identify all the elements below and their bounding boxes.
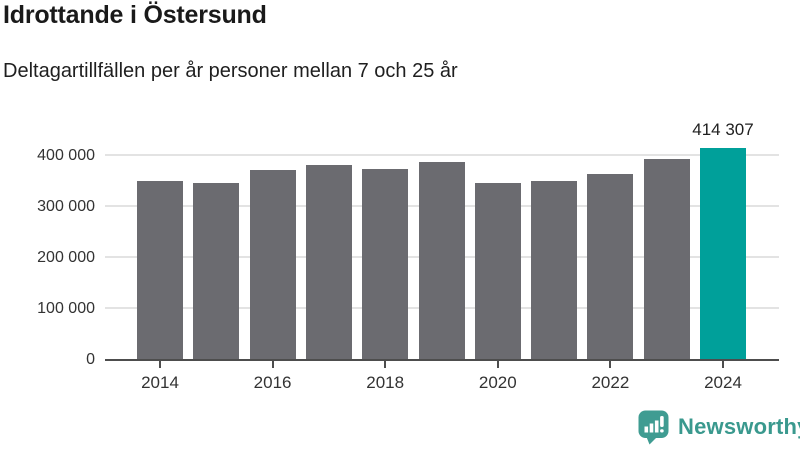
bar-2019 <box>418 161 465 359</box>
x-axis-tick <box>496 361 499 368</box>
value-label: 414 307 <box>692 119 754 139</box>
x-tick-label: 2016 <box>253 373 292 392</box>
y-tick-label: 400 000 <box>37 146 95 164</box>
y-tick-label: 0 <box>86 351 95 368</box>
x-axis-tick <box>722 361 724 368</box>
gridline <box>105 153 779 156</box>
bar-2017 <box>305 165 352 359</box>
x-tick-label: 2024 <box>704 373 742 392</box>
y-tick-label: 300 000 <box>37 197 95 215</box>
bar-2023 <box>643 158 690 359</box>
x-axis-tick <box>609 361 612 368</box>
x-axis-tick <box>271 361 274 368</box>
bar-chart: 0 100 000 200 000 300 000 400 000 2014 2016 20… <box>0 120 800 419</box>
x-tick-label: 2022 <box>591 373 630 392</box>
bar-2014 <box>137 181 183 359</box>
x-tick-label: 2020 <box>478 373 517 392</box>
y-tick-label: 100 000 <box>37 299 95 317</box>
x-tick-label: 2014 <box>141 373 179 392</box>
x-tick-label: 2018 <box>366 373 405 392</box>
x-axis-line <box>105 359 779 361</box>
page-title: Idrottande i Östersund <box>3 1 267 29</box>
brand-name: Newsworthy <box>678 414 800 439</box>
bar-2016 <box>249 169 296 359</box>
bar-2024 <box>700 147 746 359</box>
y-tick-label: 200 000 <box>37 248 95 266</box>
bar-chart-speech-bubble-icon <box>638 410 669 445</box>
bar-2020 <box>474 183 521 359</box>
bar-2015 <box>193 183 240 359</box>
y-axis-labels: 0 100 000 200 000 300 000 400 000 <box>0 139 95 379</box>
plot-area: 2014 2016 2018 2020 2022 414 307 2024 <box>105 120 779 392</box>
bar-2022 <box>587 174 634 359</box>
newsworthy-logo[interactable]: Newsworthy <box>637 409 800 445</box>
x-axis-tick <box>384 361 387 368</box>
bar-2018 <box>362 169 409 359</box>
bar-2021 <box>531 180 578 359</box>
page-subtitle: Deltagartillfällen per år personer mella… <box>3 60 458 82</box>
x-axis-tick <box>159 361 161 368</box>
